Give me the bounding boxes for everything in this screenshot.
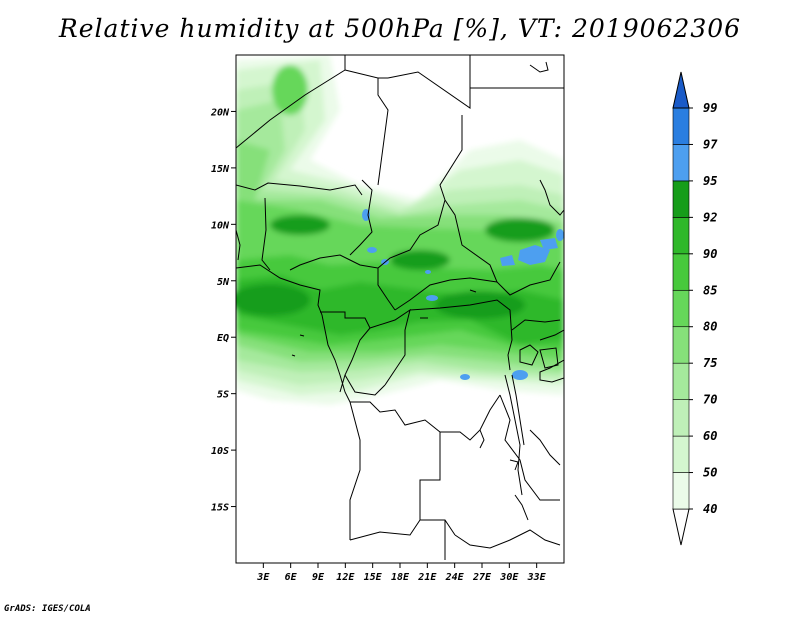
lon-tick-label: 9E: [312, 572, 325, 583]
colorbar-label: 50: [703, 466, 717, 480]
rh-92-patch: [435, 291, 525, 319]
grads-credit: GrADS: IGES/COLA: [4, 604, 91, 614]
colorbar-segment: [672, 435, 690, 473]
colorbar-label: 40: [703, 502, 717, 516]
colorbar-segment: [672, 107, 690, 145]
lat-tick-label: 10S: [211, 446, 229, 457]
colorbar-label: 95: [703, 174, 717, 188]
rh-92-patch: [270, 215, 330, 235]
rh-92-patch: [390, 250, 450, 270]
colorbar-segment: [672, 326, 690, 364]
lon-tick-label: 24E: [445, 572, 465, 583]
lat-tick-label: 5S: [217, 390, 229, 401]
colorbar-segment: [672, 144, 690, 182]
lat-tick-label: 15S: [211, 503, 229, 514]
lon-tick-label: 27E: [472, 572, 492, 583]
colorbar-label: 90: [703, 247, 717, 261]
lon-tick-label: 30E: [499, 572, 519, 583]
lon-tick-label: 21E: [417, 572, 437, 583]
lon-tick-label: 3E: [256, 572, 270, 583]
colorbar-segment: [672, 217, 690, 255]
colorbar-segment: [672, 253, 690, 291]
lat-tick-label: EQ: [217, 333, 229, 344]
rh-92-patch: [236, 284, 310, 316]
country-borders: [236, 55, 564, 560]
latitude-axis: 20N 15N 10N 5N EQ 5S 10S 15S: [210, 107, 236, 514]
colorbar-under-arrow: [672, 508, 690, 546]
lat-tick-label: 5N: [217, 277, 230, 288]
lon-tick-label: 18E: [391, 572, 410, 583]
lat-tick-label: 20N: [210, 107, 230, 118]
rh-92-patch: [272, 65, 308, 115]
humidity-field: [236, 55, 564, 405]
lat-tick-label: 15N: [211, 164, 230, 175]
colorbar-over-arrow: [672, 71, 690, 109]
colorbar-label: 70: [703, 393, 717, 407]
lon-tick-label: 33E: [527, 572, 547, 583]
colorbar-label: 92: [703, 210, 717, 224]
colorbar-label: 99: [703, 101, 717, 115]
rh-92-patch: [485, 218, 555, 242]
map-title: Relative humidity at 500hPa [%], VT: 201…: [58, 14, 742, 43]
rh-90-band: [236, 275, 564, 345]
colorbar-segment: [672, 289, 690, 328]
lon-tick-label: 12E: [336, 572, 355, 583]
colorbar-segment: [672, 362, 690, 400]
longitude-axis: 3E 6E 9E 12E 15E 18E 21E 24E 27E 30E 33E: [256, 563, 547, 583]
lon-tick-label: 6E: [285, 572, 298, 583]
colorbar-segment: [672, 472, 690, 510]
colorbar-label: 75: [703, 356, 717, 370]
colorbar: 40 50 60 70 75 80 85 90 92 95 97 99: [672, 71, 718, 546]
colorbar-label: 97: [703, 137, 718, 151]
colorbar-label: 85: [703, 283, 717, 297]
lon-tick-label: 15E: [364, 572, 383, 583]
lat-tick-label: 10N: [211, 220, 230, 231]
colorbar-label: 60: [703, 429, 717, 443]
colorbar-segment: [672, 399, 690, 437]
rh-95-patches: [362, 209, 564, 380]
colorbar-label: 80: [703, 320, 717, 334]
colorbar-segment: [672, 180, 690, 218]
